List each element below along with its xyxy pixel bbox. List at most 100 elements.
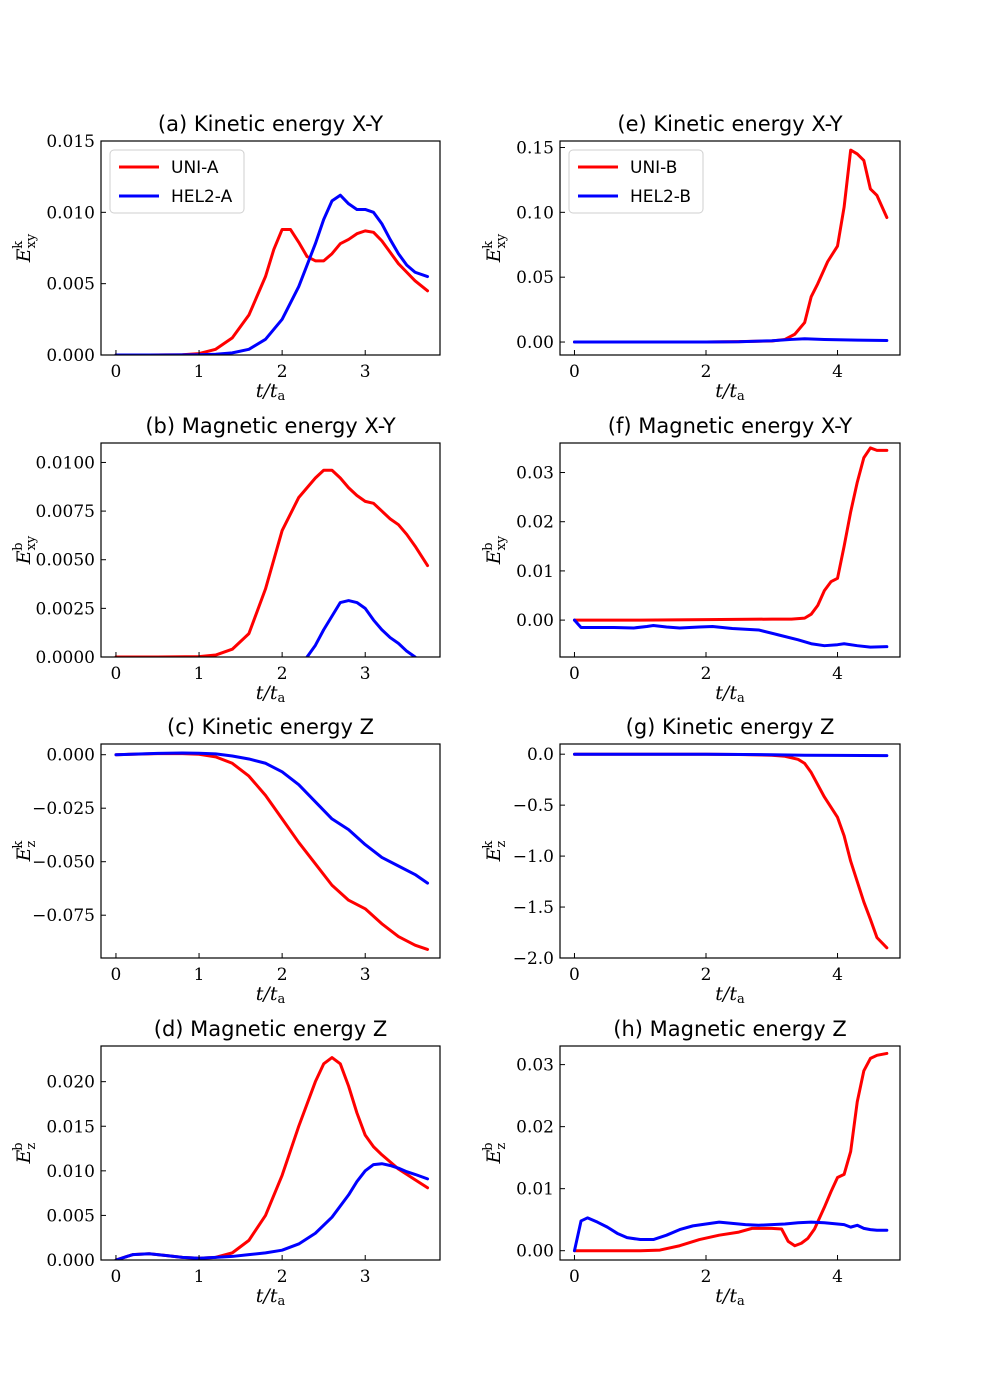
axes-frame-c [100,743,441,959]
series-line-d-1 [114,1162,430,1260]
y-tick-label-h: 0.01 [516,1180,554,1200]
x-tick-label-d: 1 [194,1267,205,1287]
x-tick-label-f: 2 [701,664,712,684]
panel-title-g: (g) Kinetic energy Z [626,715,835,739]
panel-d: 0 1 2 3 0.000 0.005 0.010 0.015 0.020 (d) Magneti… [11,1017,441,1309]
panel-f: 0 2 4 0.00 0.01 0.02 0.03 (f) Magnetic energy X… [481,414,901,706]
series-line-g-0 [572,752,889,950]
y-tick-label-c: 0.000 [46,746,95,766]
legend-label-a: UNI-A [171,158,219,178]
x-tick-label-b: 1 [194,664,205,684]
series-line-g-1 [572,752,889,758]
y-tick-label-e: 0.15 [516,138,554,158]
x-axis-label-b: t/ta [256,682,286,706]
x-tick-label-g: 0 [569,965,580,985]
y-tick-label-d: 0.010 [46,1162,95,1182]
legend-label-e: UNI-B [630,158,677,178]
y-axis-label-e: Exyk [481,233,509,263]
x-tick-label-e: 0 [569,362,580,382]
series-line-h-0 [572,1051,889,1253]
panel-e: 0 2 4 0.00 0.05 0.10 0.15 (e) Kinetic energy X-… [481,112,901,404]
y-tick-label-c: −0.050 [32,853,95,873]
x-tick-label-e: 4 [832,362,843,382]
y-tick-label-g: 0.0 [527,745,554,765]
y-axis-label-c: Ezk [11,840,39,862]
y-tick-label-d: 0.020 [46,1073,95,1093]
y-axis-label-g: Ezk [481,840,509,862]
legend-e: UNI-B HEL2-B [568,149,704,214]
series-line-c-1 [114,751,430,885]
x-tick-label-d: 3 [360,1267,371,1287]
y-tick-label-b: 0.0100 [36,453,95,473]
y-axis-label-a: Exyk [11,233,39,263]
series-line-a-1 [114,193,430,355]
panel-title-f: (f) Magnetic energy X-Y [608,414,853,438]
x-tick-label-c: 0 [111,965,122,985]
x-axis-label-f: t/ta [715,682,745,706]
y-tick-label-a: 0.005 [46,275,95,295]
x-tick-label-b: 3 [360,664,371,684]
y-tick-label-h: 0.03 [516,1056,554,1076]
x-tick-label-a: 0 [111,362,122,382]
x-axis-label-h: t/ta [715,1285,745,1309]
y-tick-label-d: 0.015 [46,1117,95,1137]
panel-h: 0 2 4 0.00 0.01 0.02 0.03 (h) Magnetic energy Z… [481,1017,901,1309]
y-tick-label-a: 0.000 [46,346,95,366]
y-tick-label-g: −2.0 [513,949,554,969]
y-tick-label-b: 0.0075 [36,502,95,522]
y-tick-label-c: −0.025 [32,799,95,819]
y-axis-label-b: Exyb [11,535,39,565]
legend-label-a: HEL2-A [171,187,233,207]
series-line-h-1 [572,1216,889,1253]
y-tick-label-d: 0.000 [46,1251,95,1271]
x-axis-label-c: t/ta [256,983,286,1007]
axes-frame-e [559,140,901,356]
x-tick-label-a: 1 [194,362,205,382]
series-line-d-0 [114,1056,430,1260]
x-tick-label-c: 2 [277,965,288,985]
panel-title-e: (e) Kinetic energy X-Y [617,112,842,136]
y-tick-label-b: 0.0050 [36,551,95,571]
y-tick-label-h: 0.00 [516,1242,554,1262]
y-tick-label-f: 0.00 [516,611,554,631]
x-axis-label-a: t/ta [256,380,286,404]
y-tick-label-e: 0.00 [516,333,554,353]
x-tick-label-f: 4 [832,664,843,684]
y-tick-label-g: −1.0 [513,847,554,867]
axes-frame-b [100,442,441,658]
panel-a: 0 1 2 3 0.000 0.005 0.010 0.015 (a) Kinetic ener… [11,112,441,404]
y-tick-label-d: 0.005 [46,1206,95,1226]
y-tick-label-f: 0.03 [516,464,554,484]
axes-frame-f [559,442,901,658]
series-line-b-0 [114,468,430,657]
x-tick-label-b: 0 [111,664,122,684]
x-tick-label-d: 2 [277,1267,288,1287]
series-line-f-1 [572,618,889,649]
x-tick-label-f: 0 [569,664,580,684]
series-line-c-0 [114,752,430,951]
x-tick-label-h: 4 [832,1267,843,1287]
x-tick-label-c: 3 [360,965,371,985]
y-tick-label-f: 0.02 [516,513,554,533]
x-tick-label-c: 1 [194,965,205,985]
x-axis-label-d: t/ta [256,1285,286,1309]
panel-title-a: (a) Kinetic energy X-Y [158,112,383,136]
x-tick-label-h: 2 [701,1267,712,1287]
y-tick-label-g: −0.5 [513,796,554,816]
axes-frame-h [559,1045,901,1261]
y-tick-label-g: −1.5 [513,898,554,918]
x-tick-label-g: 4 [832,965,843,985]
panel-title-b: (b) Magnetic energy X-Y [145,414,396,438]
panel-c: 0 1 2 3 0.000 −0.025 −0.050 −0.075 (c) Kinetic e… [11,715,441,1007]
axes-frame-g [559,743,901,959]
y-axis-label-d: Ezb [11,1142,39,1164]
x-tick-label-e: 2 [701,362,712,382]
y-tick-label-e: 0.10 [516,203,554,223]
x-tick-label-h: 0 [569,1267,580,1287]
series-line-e-1 [572,337,889,344]
x-tick-label-d: 0 [111,1267,122,1287]
y-tick-label-b: 0.0000 [36,648,95,668]
y-tick-label-f: 0.01 [516,562,554,582]
x-axis-label-e: t/ta [715,380,745,404]
